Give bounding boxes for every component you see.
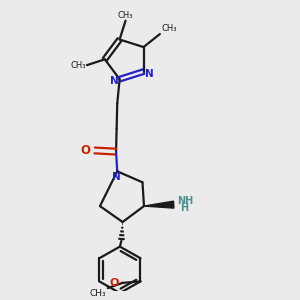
Text: CH₃: CH₃: [70, 61, 86, 70]
Text: H: H: [180, 203, 188, 213]
Text: N: N: [145, 69, 153, 79]
Text: N: N: [112, 172, 121, 182]
Text: CH₃: CH₃: [90, 289, 106, 298]
Text: CH₃: CH₃: [161, 24, 177, 33]
Polygon shape: [144, 201, 174, 208]
Text: N: N: [110, 76, 118, 86]
Text: CH₃: CH₃: [118, 11, 133, 20]
Text: O: O: [110, 278, 119, 288]
Text: O: O: [80, 144, 91, 157]
Text: NH: NH: [177, 196, 193, 206]
